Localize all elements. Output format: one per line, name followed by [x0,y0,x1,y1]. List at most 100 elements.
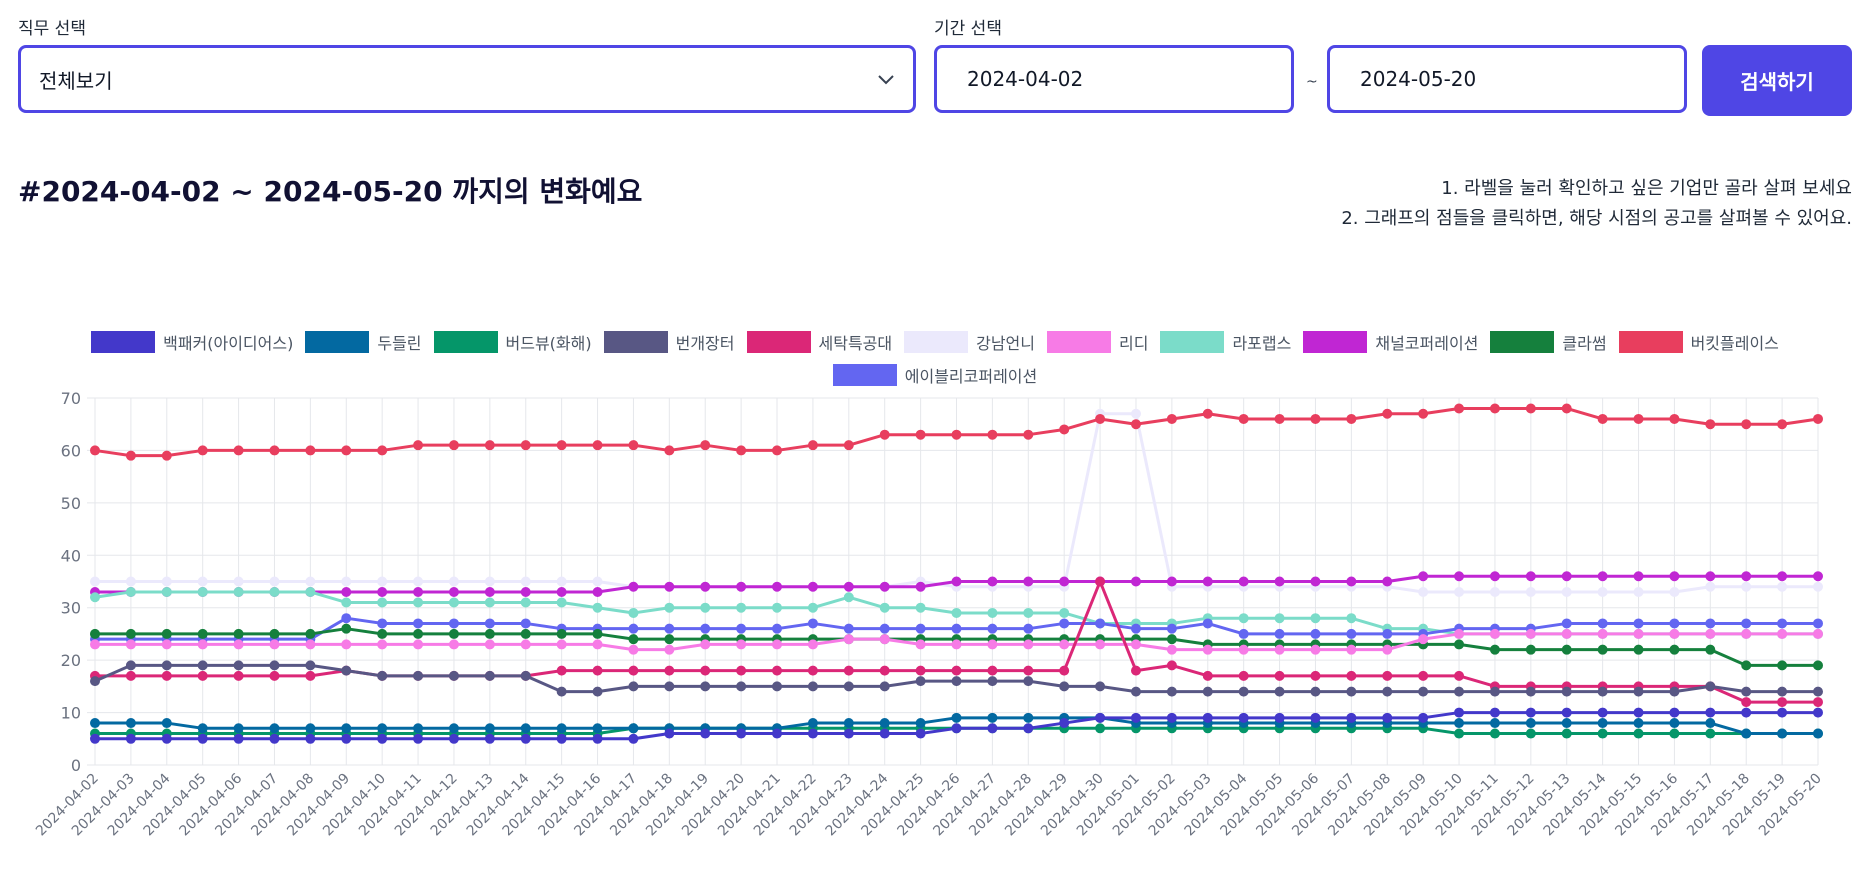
legend-item[interactable]: 강남언니 [904,330,1035,354]
legend-item[interactable]: 버킷플레이스 [1618,330,1779,354]
legend-label: 에이블리코퍼레이션 [904,367,1038,386]
data-point [1705,618,1716,629]
data-point [1023,723,1034,734]
data-point [1130,623,1141,634]
data-point [951,676,962,687]
data-point [1202,639,1213,650]
end-date-input[interactable]: 2024-05-20 [1327,45,1687,113]
data-point [377,618,388,629]
data-point [161,586,172,597]
data-point [1166,660,1177,671]
legend-item[interactable]: 두들린 [305,330,422,354]
data-point [197,634,208,645]
data-point [1669,628,1680,639]
legend-item[interactable]: 세탁특공대 [746,330,893,354]
start-date-input[interactable]: 2024-04-02 [934,45,1294,113]
legend-label: 세탁특공대 [818,334,893,353]
x-tick-label: 2024-04-05 [141,771,210,840]
data-point [377,445,388,456]
data-point [161,728,172,739]
data-point [413,597,424,608]
data-point [341,586,352,597]
data-point [987,576,998,587]
data-point [1633,586,1644,597]
data-point [1418,639,1429,650]
data-point [1238,644,1249,655]
data-point [1202,723,1213,734]
x-tick-label: 2024-04-25 [859,771,928,840]
data-point [161,634,172,645]
data-point [1705,728,1716,739]
data-point [520,723,531,734]
data-point [1525,623,1536,634]
data-point [556,733,567,744]
data-point [1561,718,1572,729]
legend-item[interactable]: 라포랩스 [1160,330,1291,354]
x-tick-label: 2024-04-09 [284,771,353,840]
data-point [700,581,711,592]
data-point [915,634,926,645]
data-point [1130,634,1141,645]
legend-item[interactable]: 번개장터 [603,330,735,354]
data-point [1202,644,1213,655]
legend-swatch [91,331,156,353]
data-point [269,628,280,639]
x-tick-label: 2024-05-09 [1361,771,1430,840]
data-point [1023,712,1034,723]
legend-item[interactable]: 클라썸 [1490,330,1607,354]
data-point [1382,644,1393,655]
data-point [448,670,459,681]
data-point [1059,665,1070,676]
data-point [772,681,783,692]
legend-item[interactable]: 리디 [1047,330,1148,354]
data-point [1238,639,1249,650]
data-point [1166,413,1177,424]
series-line [95,711,1818,741]
data-point [413,670,424,681]
job-select[interactable]: 전체보기 [18,45,916,113]
data-point [233,639,244,650]
data-point [1813,628,1823,639]
legend-item[interactable]: 채널코퍼레이션 [1303,330,1478,354]
legend-item[interactable]: 버드뷰(화해) [433,330,592,354]
data-point [1705,707,1716,718]
data-point [1382,408,1393,419]
data-point [987,581,998,592]
data-point [556,586,567,597]
data-point [1023,607,1034,618]
x-tick-label: 2024-05-18 [1684,771,1753,840]
data-point [125,670,136,681]
data-point [1023,634,1034,645]
data-point [125,728,136,739]
data-point [1741,581,1752,592]
data-point [413,576,424,587]
data-point [628,440,639,451]
x-tick-label: 2024-05-16 [1612,770,1681,839]
y-tick-label: 10 [61,704,81,723]
data-point [736,623,747,634]
legend-item[interactable]: 백패커(아이디어스) [91,330,293,354]
data-point [1633,628,1644,639]
data-point [1669,681,1680,692]
series-line [94,590,1818,636]
data-point [1489,728,1500,739]
data-point [1095,413,1106,424]
data-point [233,576,244,587]
data-point [1525,586,1536,597]
data-point [879,718,890,729]
legend-item[interactable]: 에이블리코퍼레이션 [832,363,1038,387]
data-point [484,597,495,608]
data-point [1059,618,1070,629]
data-point [1274,613,1285,624]
data-point [484,586,495,597]
data-point [269,639,280,650]
data-point [556,665,567,676]
search-button[interactable]: 검색하기 [1702,45,1852,116]
data-point [1705,571,1716,582]
data-point [1489,628,1500,639]
data-point [951,712,962,723]
data-point [987,723,998,734]
data-point [628,723,639,734]
x-tick-label: 2024-04-29 [1002,771,1071,840]
data-point [1023,581,1034,592]
